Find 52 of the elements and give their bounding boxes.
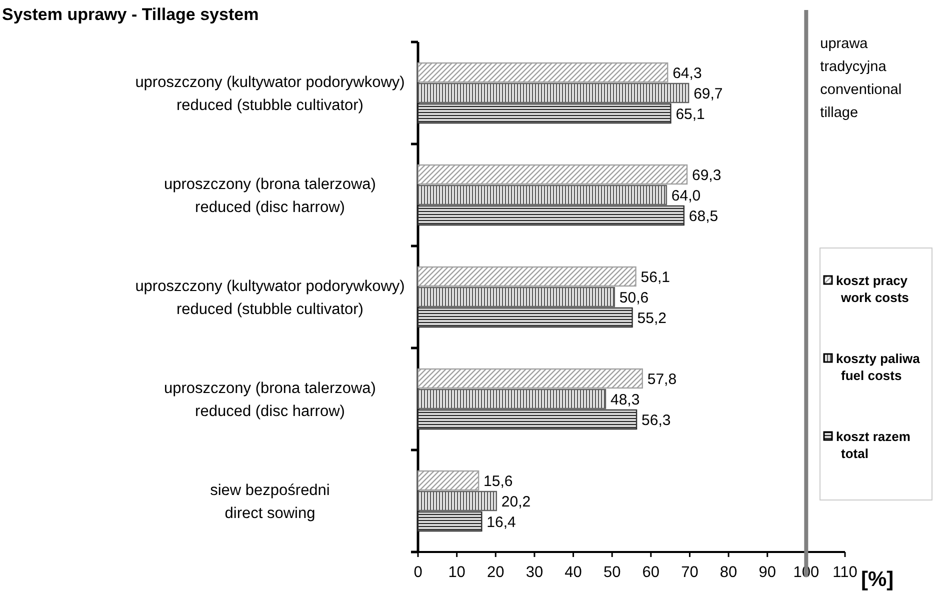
data-label: 56,3 xyxy=(642,412,671,429)
data-label: 16,4 xyxy=(486,514,516,531)
x-tick-label: 70 xyxy=(681,564,699,581)
bar xyxy=(417,286,616,308)
ref-line-label: uprawa tradycyjna conventional tillage xyxy=(820,36,902,121)
x-tick-label: 10 xyxy=(448,564,466,581)
bar xyxy=(417,103,672,124)
data-label: 15,6 xyxy=(484,472,513,490)
data-label: 56,1 xyxy=(640,268,670,286)
bar xyxy=(417,490,498,512)
data-label: 64,0 xyxy=(671,187,701,204)
data-label: 57,8 xyxy=(647,370,677,388)
bar xyxy=(417,307,633,328)
bar xyxy=(417,82,690,104)
data-label: 20,2 xyxy=(501,493,531,510)
y-tick-label: uproszczony (brona talerzowa) reduced (disc harrow) xyxy=(164,380,376,420)
legend-label: koszt pracy work costs xyxy=(836,273,909,305)
x-tick-label: 90 xyxy=(758,564,776,581)
legend-label: koszt razem total xyxy=(836,429,910,461)
bar xyxy=(417,409,638,430)
y-tick-label: uproszczony (kultywator podorywkowy) reduced (stubble cultivator) xyxy=(135,278,405,318)
bar xyxy=(417,368,643,389)
bar xyxy=(417,470,480,491)
bar xyxy=(417,388,606,410)
x-axis-title: [%] xyxy=(861,568,894,591)
data-label: 69,3 xyxy=(692,166,722,184)
data-label: 48,3 xyxy=(610,391,640,408)
y-tick-label: uproszczony (kultywator podorywkowy) reduced (stubble cultivator) xyxy=(135,74,405,114)
bar xyxy=(417,266,636,287)
x-tick-label: 80 xyxy=(720,564,738,581)
bar xyxy=(417,205,685,226)
data-label: 55,2 xyxy=(637,310,666,327)
x-tick-label: 40 xyxy=(564,564,582,581)
data-label: 64,3 xyxy=(672,64,702,82)
x-tick-label: 30 xyxy=(526,564,544,581)
x-tick-label: 110 xyxy=(832,564,858,581)
bar xyxy=(417,164,688,185)
y-tick-label: uproszczony (brona talerzowa) reduced (disc harrow) xyxy=(164,176,376,216)
bar xyxy=(417,511,482,532)
data-label: 65,1 xyxy=(676,106,705,123)
x-tick-label: 60 xyxy=(642,564,660,581)
x-tick-label: 0 xyxy=(414,564,423,581)
x-tick-label: 50 xyxy=(603,564,622,581)
x-tick-label: 20 xyxy=(487,564,505,581)
bar xyxy=(417,184,668,206)
text: System uprawy - Tillage system xyxy=(2,5,259,24)
data-label: 69,7 xyxy=(694,85,723,102)
bar xyxy=(417,62,668,83)
y-tick-label: siew bezpośredni direct sowing xyxy=(210,482,330,522)
data-label: 68,5 xyxy=(688,208,718,225)
data-label: 50,6 xyxy=(619,289,649,306)
legend-label: koszty paliwa fuel costs xyxy=(836,351,921,383)
